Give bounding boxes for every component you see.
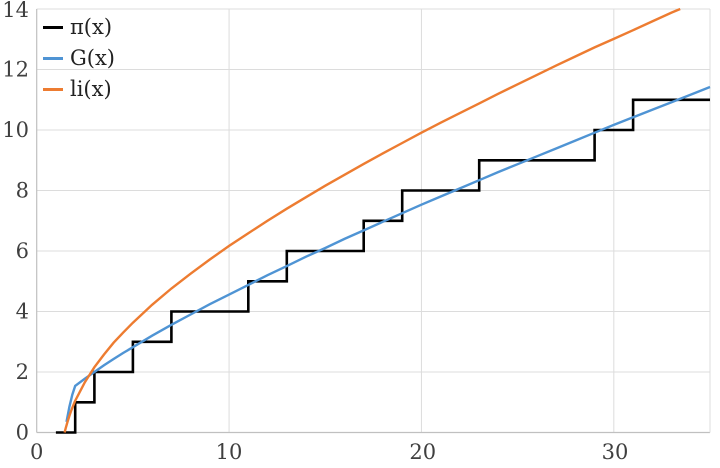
y-tick-4: 4 <box>16 300 29 324</box>
y-tick-0: 0 <box>16 421 29 445</box>
x-tick-10: 10 <box>216 440 243 464</box>
y-tick-8: 8 <box>16 179 29 203</box>
gridlines <box>36 8 710 433</box>
x-tick-20: 20 <box>409 440 436 464</box>
G-line-swatch <box>43 57 63 60</box>
y-tick-6: 6 <box>16 239 29 263</box>
curves <box>55 7 711 434</box>
legend-item-G: G(x) <box>43 43 115 74</box>
legend-item-pi: π(x) <box>43 12 115 43</box>
pi-line-swatch <box>43 26 63 29</box>
y-tick-12: 12 <box>2 58 29 82</box>
pi-curve <box>55 98 710 434</box>
y-tick-2: 2 <box>16 360 29 384</box>
legend-item-li: li(x) <box>43 74 115 105</box>
x-tick-0: 0 <box>30 440 43 464</box>
legend-label-pi: π(x) <box>70 15 113 39</box>
legend: π(x) G(x) li(x) <box>43 12 115 105</box>
G-curve <box>65 85 711 423</box>
y-tick-14: 14 <box>2 0 29 22</box>
li-curve <box>63 7 681 433</box>
y-tick-10: 10 <box>2 118 29 142</box>
li-line-swatch <box>43 88 63 91</box>
legend-label-li: li(x) <box>70 77 112 101</box>
x-tick-30: 30 <box>602 440 629 464</box>
legend-label-G: G(x) <box>70 46 116 70</box>
